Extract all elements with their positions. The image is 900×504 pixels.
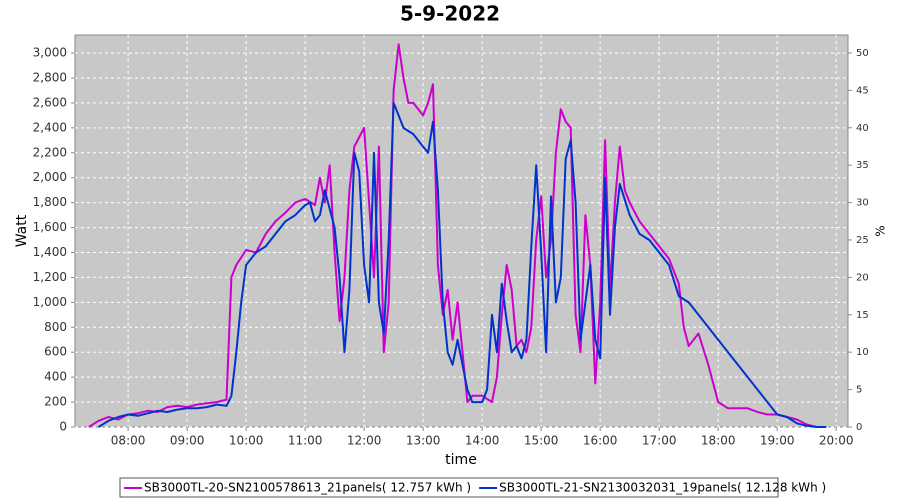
y-tick-label: 2,000 (33, 170, 67, 184)
x-tick-label: 12:00 (347, 434, 382, 448)
legend (119, 477, 779, 498)
y2-tick-label: 35 (856, 160, 869, 171)
y-tick-label: 1,200 (33, 270, 67, 284)
x-tick-label: 10:00 (229, 434, 264, 448)
y-tick-label: 2,600 (33, 95, 67, 109)
x-tick-label: 19:00 (760, 434, 795, 448)
y-tick-label: 1,000 (33, 295, 67, 309)
x-tick-label: 08:00 (111, 434, 146, 448)
y-tick-label: 1,800 (33, 195, 67, 209)
y-tick-label: 200 (44, 395, 67, 409)
x-tick-label: 14:00 (465, 434, 500, 448)
y-tick-label: 1,600 (33, 220, 67, 234)
y2-tick-label: 50 (856, 48, 869, 59)
y2-axis-label: % (874, 225, 888, 236)
x-tick-label: 17:00 (642, 434, 677, 448)
y-tick-label: 1,400 (33, 245, 67, 259)
y2-tick-label: 30 (856, 198, 869, 209)
x-tick-label: 11:00 (288, 434, 323, 448)
y-tick-label: 2,200 (33, 145, 67, 159)
y-axis-label: Watt (14, 214, 30, 247)
y-tick-label: 0 (59, 420, 67, 434)
x-tick-label: 09:00 (170, 434, 205, 448)
y-tick-label: 800 (44, 320, 67, 334)
x-tick-label: 20:00 (819, 434, 854, 448)
y2-tick-label: 40 (856, 123, 869, 134)
y2-tick-label: 0 (856, 422, 862, 433)
legend-label: SB3000TL-21-SN2130032031_19panels( 12.12… (499, 481, 826, 495)
x-tick-label: 16:00 (583, 434, 618, 448)
y2-tick-label: 5 (856, 385, 862, 396)
y-tick-label: 2,400 (33, 120, 67, 134)
series-line (98, 101, 827, 428)
y2-tick-label: 25 (856, 235, 869, 246)
y-tick-label: 3,000 (33, 46, 67, 60)
chart-title: 5-9-2022 (400, 2, 500, 26)
x-axis-label: time (445, 452, 477, 468)
y2-tick-label: 10 (856, 347, 869, 358)
y2-tick-label: 20 (856, 272, 869, 283)
x-tick-label: 18:00 (701, 434, 736, 448)
x-tick-label: 15:00 (524, 434, 559, 448)
plot-area (74, 34, 849, 428)
series-line (88, 43, 817, 428)
y2-tick-label: 15 (856, 310, 869, 321)
y-tick-label: 600 (44, 345, 67, 359)
y2-tick-label: 45 (856, 85, 869, 96)
y-tick-label: 2,800 (33, 71, 67, 85)
legend-label: SB3000TL-20-SN2100578613_21panels( 12.75… (144, 481, 471, 495)
x-tick-label: 13:00 (406, 434, 441, 448)
y-tick-label: 400 (44, 370, 67, 384)
